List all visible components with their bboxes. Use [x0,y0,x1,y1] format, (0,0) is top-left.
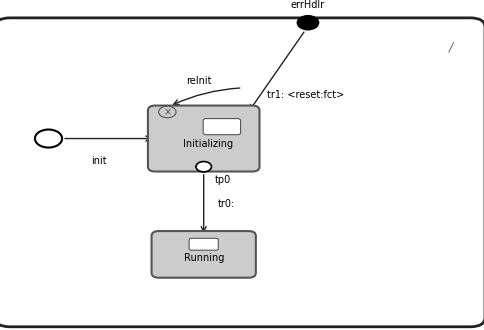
Text: Initializing: Initializing [183,139,233,149]
Text: Running: Running [183,252,224,263]
Text: errHdlr: errHdlr [290,0,324,11]
Circle shape [297,16,318,30]
FancyBboxPatch shape [189,238,218,250]
FancyBboxPatch shape [151,231,255,278]
Text: reInit: reInit [186,76,211,86]
Text: init: init [91,156,106,166]
Text: tr0:: tr0: [218,199,235,209]
FancyBboxPatch shape [0,18,484,327]
Text: tr1: <reset:fct>: tr1: <reset:fct> [266,90,343,100]
Circle shape [158,106,176,118]
Circle shape [35,130,62,148]
Text: ×: × [163,107,171,117]
Text: I: I [47,134,50,144]
Text: tp0: tp0 [214,175,230,185]
FancyBboxPatch shape [203,118,240,135]
Circle shape [196,162,211,172]
FancyBboxPatch shape [148,106,259,172]
Text: /: / [448,40,452,53]
